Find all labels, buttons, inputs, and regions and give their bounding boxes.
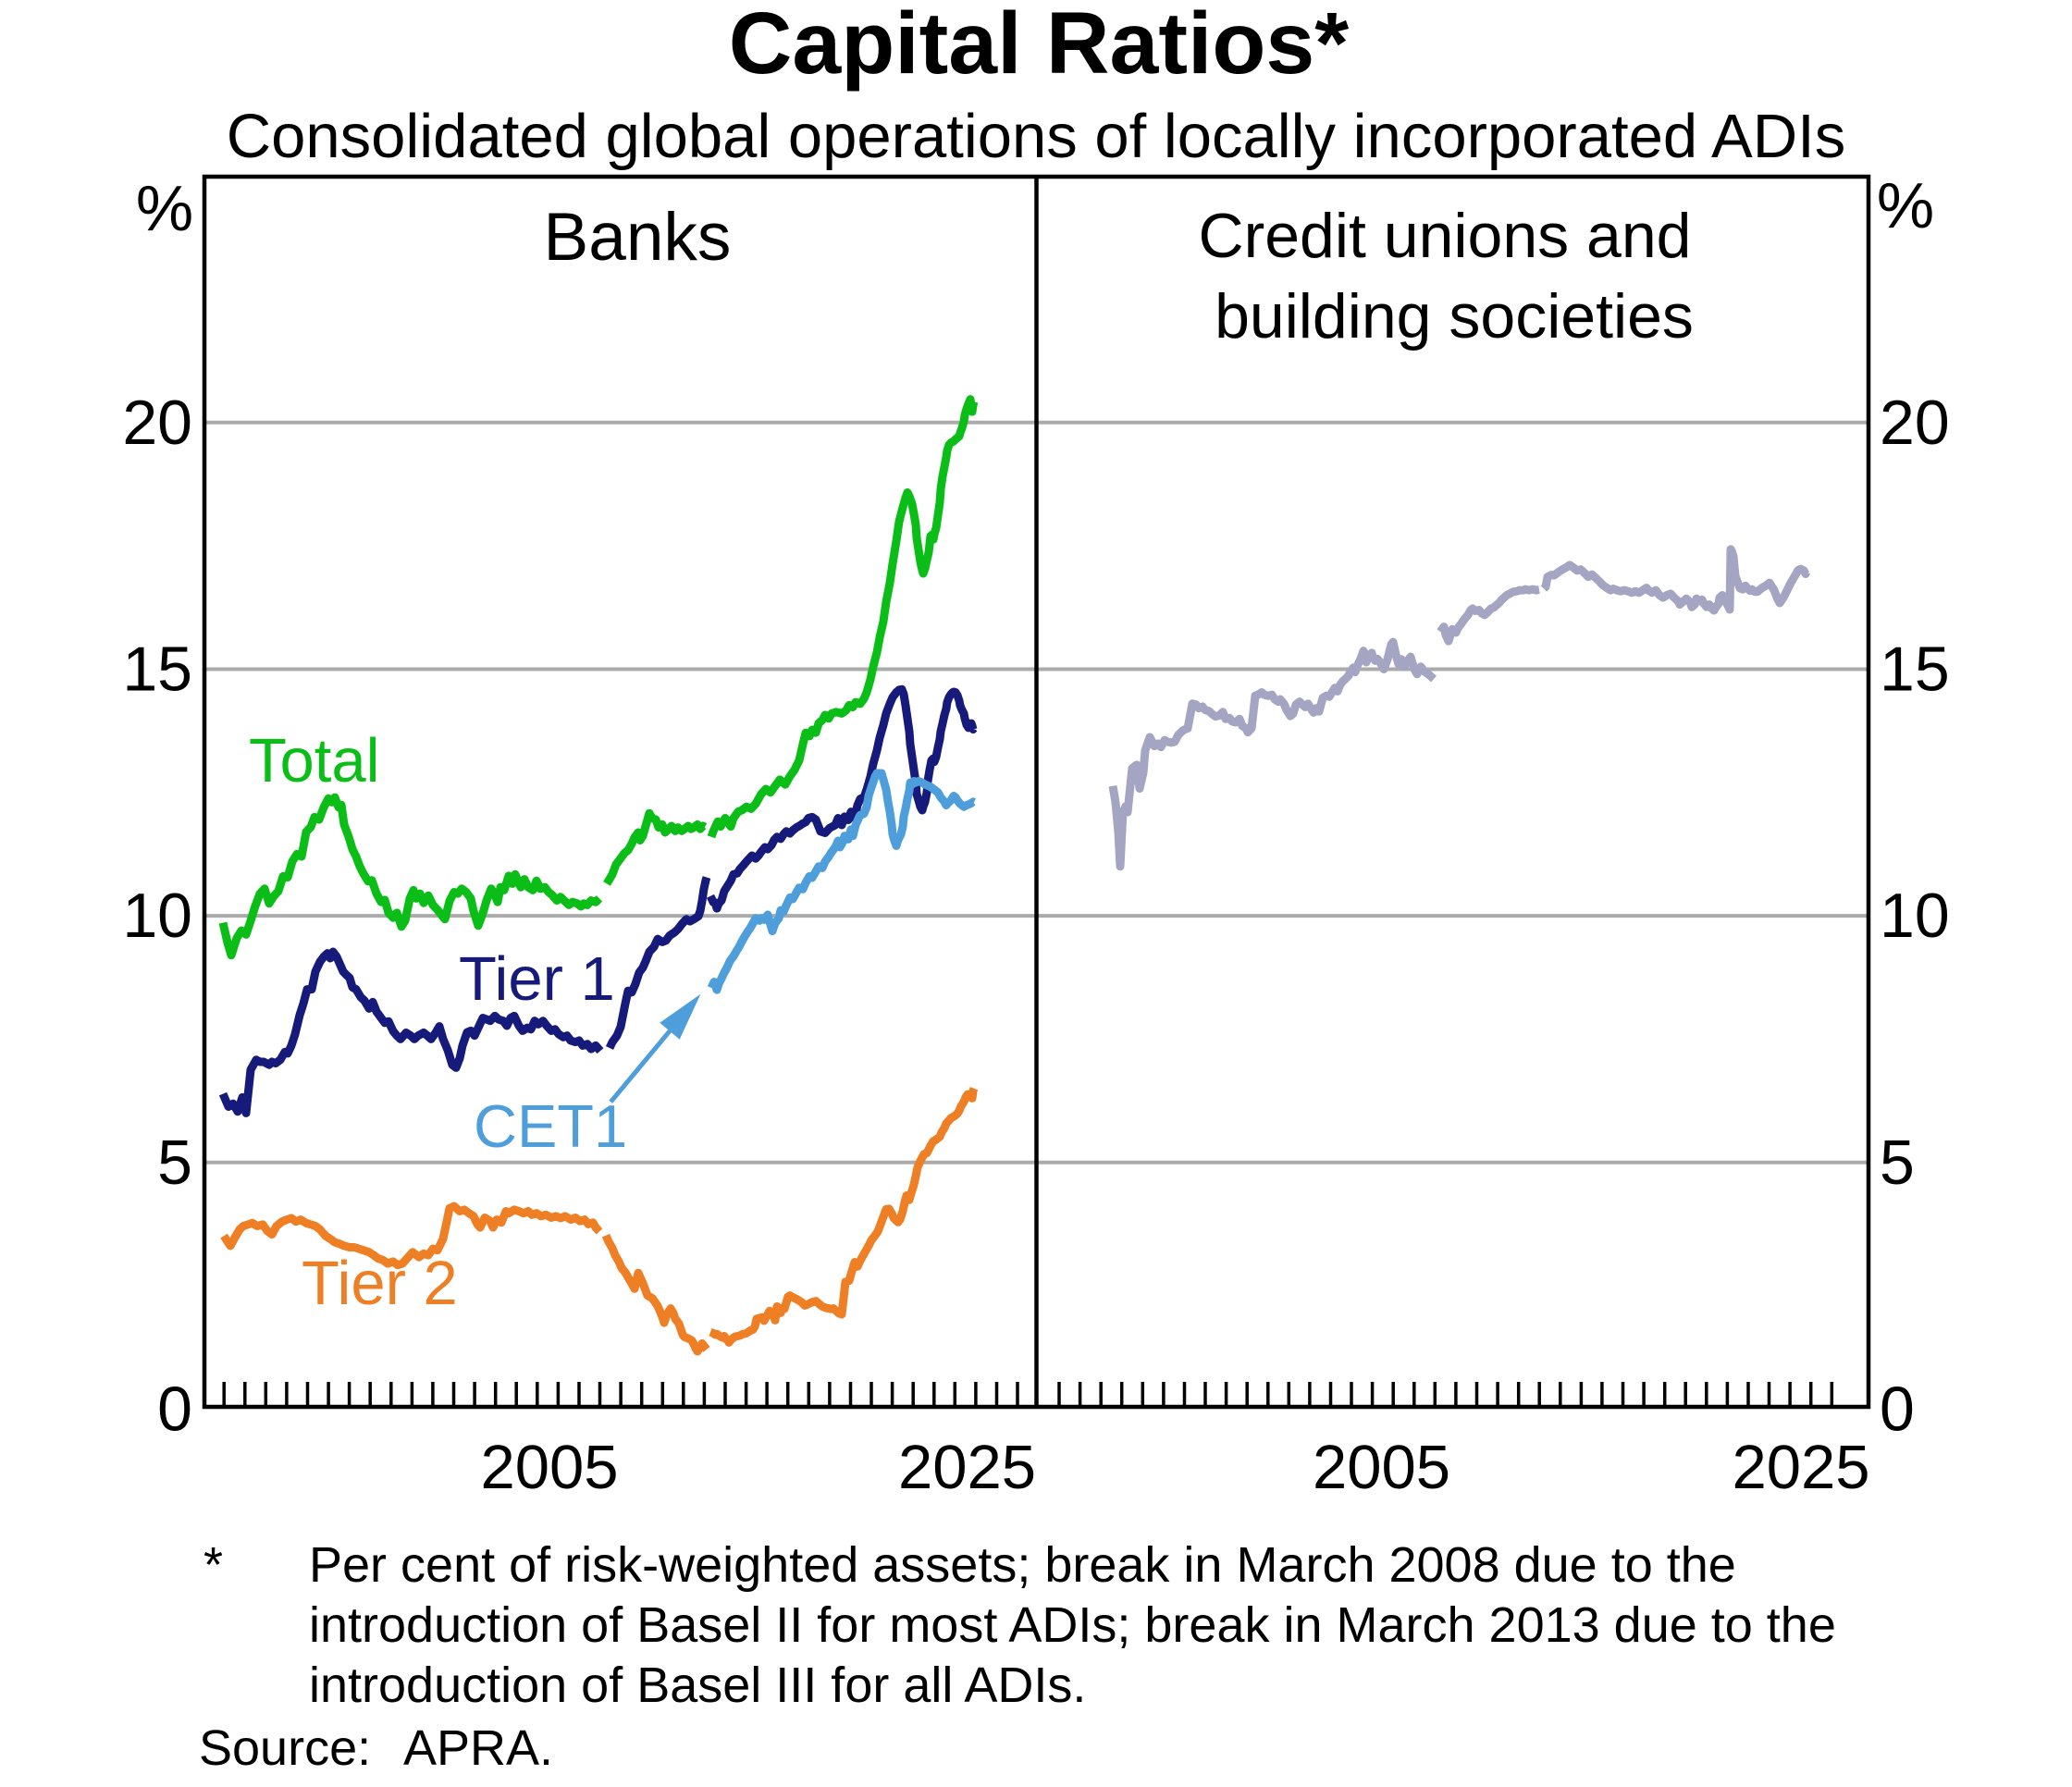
svg-text:20: 20: [122, 388, 192, 458]
svg-text:0: 0: [157, 1374, 192, 1444]
svg-text:APRA.: APRA.: [403, 1720, 553, 1776]
svg-text:15: 15: [1880, 634, 1950, 704]
svg-text:5: 5: [1880, 1128, 1915, 1198]
svg-text:Tier 2: Tier 2: [302, 1249, 458, 1318]
svg-text:Tier 1: Tier 1: [459, 944, 615, 1014]
svg-text:Total: Total: [249, 726, 380, 795]
svg-text:%: %: [136, 172, 193, 244]
svg-text:2025: 2025: [898, 1433, 1036, 1502]
svg-text:%: %: [1877, 169, 1934, 241]
svg-text:introduction of Basel III for: introduction of Basel III for all ADIs.: [309, 1658, 1086, 1713]
svg-text:20: 20: [1880, 388, 1950, 458]
svg-text:Per cent of risk-weighted asse: Per cent of risk-weighted assets; break …: [309, 1537, 1736, 1593]
svg-text:Capital Ratios*: Capital Ratios*: [729, 0, 1349, 92]
svg-text:2005: 2005: [480, 1433, 618, 1502]
svg-text:0: 0: [1880, 1374, 1915, 1444]
svg-text:Source:: Source:: [199, 1720, 371, 1776]
svg-text:Banks: Banks: [544, 200, 732, 275]
svg-text:10: 10: [1880, 881, 1950, 951]
svg-text:Credit unions and: Credit unions and: [1198, 201, 1691, 271]
svg-text:building societies: building societies: [1215, 281, 1694, 351]
svg-text:2005: 2005: [1313, 1433, 1450, 1502]
svg-text:introduction of Basel II for m: introduction of Basel II for most ADIs; …: [309, 1597, 1836, 1653]
svg-text:Consolidated global operations: Consolidated global operations of locall…: [227, 102, 1846, 171]
svg-text:15: 15: [122, 634, 192, 704]
svg-text:5: 5: [157, 1128, 192, 1198]
svg-text:2025: 2025: [1732, 1433, 1869, 1502]
svg-text:*: *: [204, 1537, 223, 1593]
svg-text:10: 10: [122, 881, 192, 951]
svg-text:CET1: CET1: [474, 1092, 627, 1160]
